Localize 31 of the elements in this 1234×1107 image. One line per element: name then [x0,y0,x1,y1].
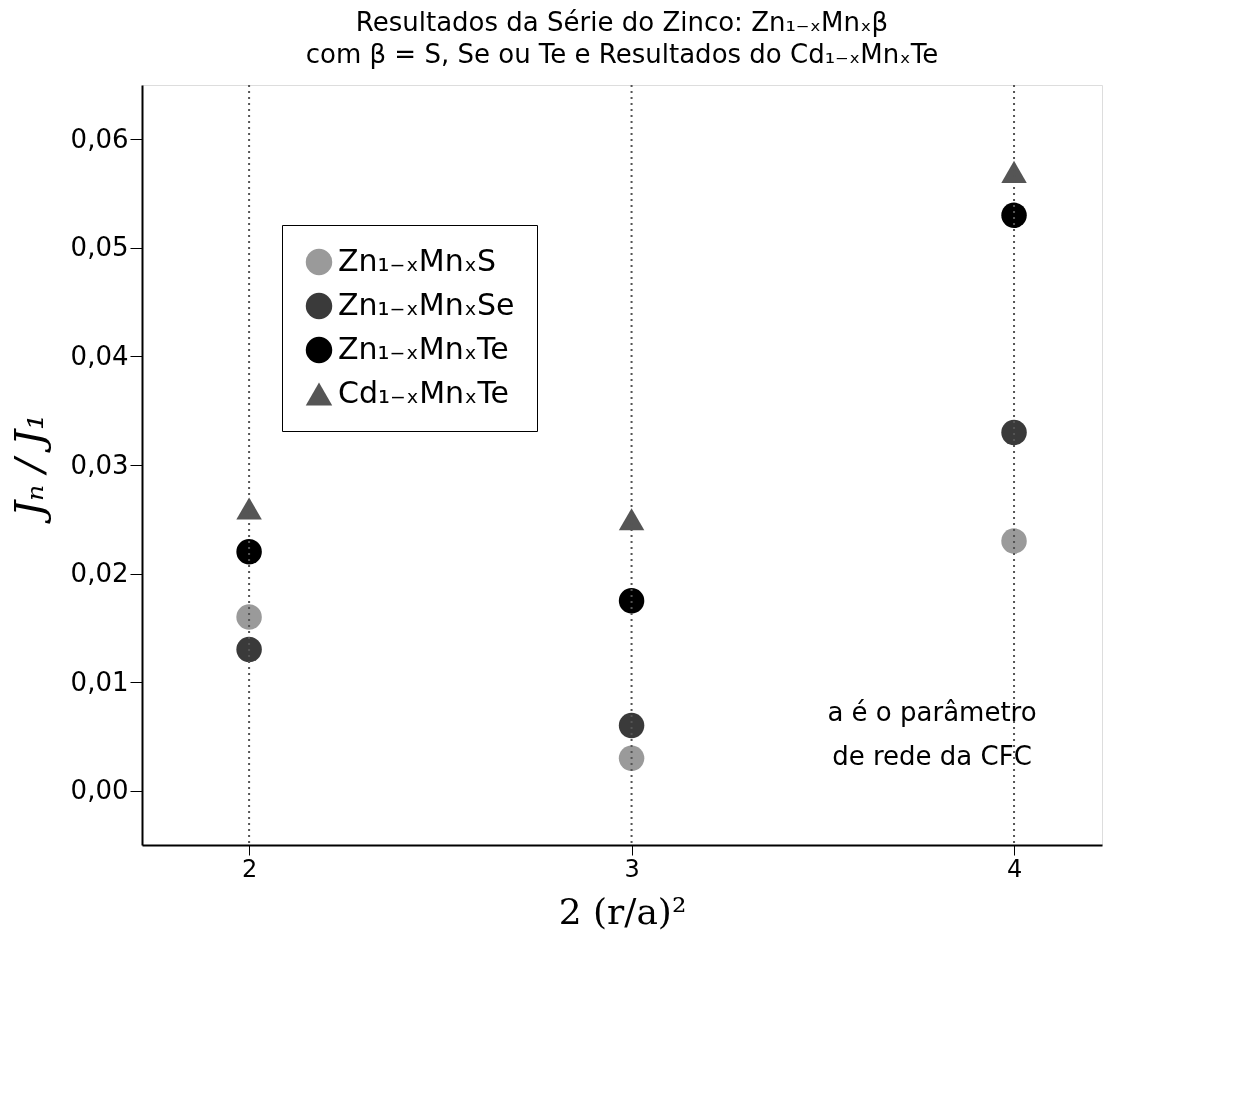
point [236,604,262,630]
annotation: a é o parâmetro de rede da CFC [827,697,1037,771]
legend-label: Zn₁₋ₓMnₓSe [338,287,515,322]
point [618,745,645,771]
legend-label: Cd₁₋ₓMnₓTe [338,375,510,410]
chart-title: Resultados da Série do Zinco: Zn₁₋ₓMnₓβ [355,7,889,37]
point [1001,419,1027,446]
point [236,539,262,565]
y-axis-title: Jₙ / J₁ [5,413,52,525]
x-tick-label: 3 [624,854,640,883]
x-axis-title: 2 (r/a)² [558,890,687,932]
point [1001,160,1027,183]
point [1001,202,1027,229]
chart-subtitle: com β = S, Se ou Te e Resultados do Cd₁₋ₓMnₓTe [305,39,939,69]
y-tick-label: 0,04 [70,340,129,371]
y-tick-label: 0,06 [70,123,129,154]
x-tick-label: 4 [1006,854,1023,883]
x-tick-label: 2 [241,854,258,883]
y-tick-label: 0,01 [70,666,129,697]
point [618,587,645,614]
legend-label: Zn₁₋ₓMnₓTe [338,331,509,366]
y-tick-label: 0,00 [70,775,129,806]
legend-label: Zn₁₋ₓMnₓS [338,243,496,278]
point [618,712,645,739]
point [1001,528,1027,554]
point [236,636,262,663]
point [618,508,645,531]
y-tick-label: 0,05 [70,232,129,263]
y-tick-label: 0,03 [70,449,129,480]
y-tick-label: 0,02 [70,558,129,589]
point [236,497,262,520]
